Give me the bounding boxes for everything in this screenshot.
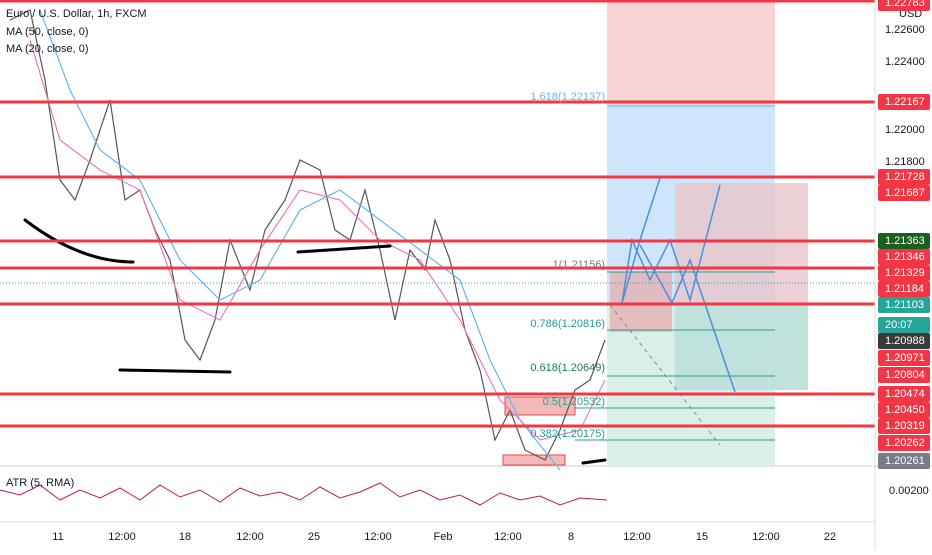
drawn-line — [23, 218, 135, 264]
price-label: 20:07 — [885, 319, 913, 331]
time-label: 12:00 — [494, 531, 522, 543]
price-label: 1.20319 — [885, 420, 925, 432]
price-label-bg — [878, 317, 930, 333]
price-label: 1.21103 — [885, 299, 924, 311]
time-label: 8 — [568, 531, 574, 543]
fib-label: 1(1.21156) — [553, 259, 605, 271]
time-label: 12:00 — [364, 531, 392, 543]
price-series — [9, 9, 606, 461]
time-label: 12:00 — [752, 531, 780, 543]
price-label-bg — [878, 169, 930, 185]
price-label-bg — [878, 94, 930, 110]
price-label: 1.21329 — [885, 267, 925, 279]
time-label: 12:00 — [236, 531, 264, 543]
ma20 — [29, 39, 606, 441]
price-label: 1.21728 — [885, 171, 925, 183]
price-label: 1.22600 — [885, 24, 925, 36]
price-label-bg — [878, 185, 930, 201]
price-label-bg — [878, 435, 930, 451]
short-target — [675, 303, 808, 390]
price-label-bg — [878, 281, 930, 297]
price-label: 1.21184 — [885, 283, 924, 295]
fib-label: 0.5(1.20532) — [543, 396, 605, 408]
drawn-line — [118, 368, 232, 374]
price-label: 1.20261 — [885, 455, 925, 467]
price-label-bg — [878, 333, 930, 349]
time-label: 12:00 — [108, 531, 136, 543]
price-label-bg — [878, 350, 930, 366]
price-label: 1.22167 — [885, 96, 925, 108]
legend-ma: MA (20, close, 0) — [6, 43, 89, 55]
price-label-bg — [878, 453, 930, 469]
price-label: 1.20804 — [885, 369, 925, 381]
stop-zone — [607, 0, 775, 105]
price-label-bg — [878, 367, 930, 383]
projection — [609, 304, 721, 446]
price-label-bg — [878, 386, 930, 402]
time-label: 22 — [824, 531, 836, 543]
ma50 — [39, 9, 561, 471]
short-stop — [675, 183, 808, 303]
price-label-bg — [878, 233, 930, 249]
legend-symbol: Euro / U.S. Dollar, 1h, FXCM — [6, 8, 147, 20]
fib-label: 1.618(1.22137) — [530, 91, 605, 103]
price-label: 1.20971 — [885, 352, 925, 364]
indicator-name: ATR (5, RMA) — [6, 477, 74, 489]
price-label: 1.20988 — [885, 335, 925, 347]
time-label: 15 — [696, 531, 708, 543]
arrow-path — [639, 244, 736, 393]
price-label-bg — [878, 297, 930, 313]
demand-box — [502, 454, 566, 466]
time-label: 25 — [308, 531, 320, 543]
price-label: 1.20450 — [885, 404, 925, 416]
price-label: 1.22400 — [885, 56, 925, 68]
entry-box — [610, 272, 672, 332]
drawn-line — [581, 458, 607, 465]
demand-box — [504, 396, 576, 416]
price-label: 1.22000 — [885, 124, 925, 136]
legend-ma: MA (50, close, 0) — [6, 26, 89, 38]
fib-label: 0.786(1.20816) — [530, 318, 605, 330]
arrow-path — [621, 184, 721, 304]
indicator-value: 0.00200 — [889, 485, 929, 497]
price-label: 1.21687 — [885, 187, 925, 199]
atr-series — [0, 482, 608, 506]
time-label: Feb — [434, 531, 453, 543]
price-label-bg — [878, 265, 930, 281]
price-label: 1.21800 — [885, 156, 925, 168]
price-label: 1.22783 — [885, 0, 925, 9]
drawn-line — [296, 244, 392, 254]
fib-label: 0.618(1.20649) — [530, 362, 605, 374]
price-label: 1.20262 — [885, 437, 925, 449]
price-label-bg — [878, 249, 930, 265]
price-label-bg — [878, 402, 930, 418]
price-label: 1.21346 — [885, 251, 925, 263]
price-label-bg — [878, 0, 930, 11]
price-label: 1.21363 — [885, 235, 925, 247]
price-label: 1.20474 — [885, 388, 925, 400]
price-label-bg — [878, 418, 930, 434]
time-label: 11 — [52, 531, 63, 543]
time-label: 18 — [179, 531, 191, 543]
fib-label: 0.382(1.20175) — [530, 428, 605, 440]
time-label: 12:00 — [623, 531, 651, 543]
